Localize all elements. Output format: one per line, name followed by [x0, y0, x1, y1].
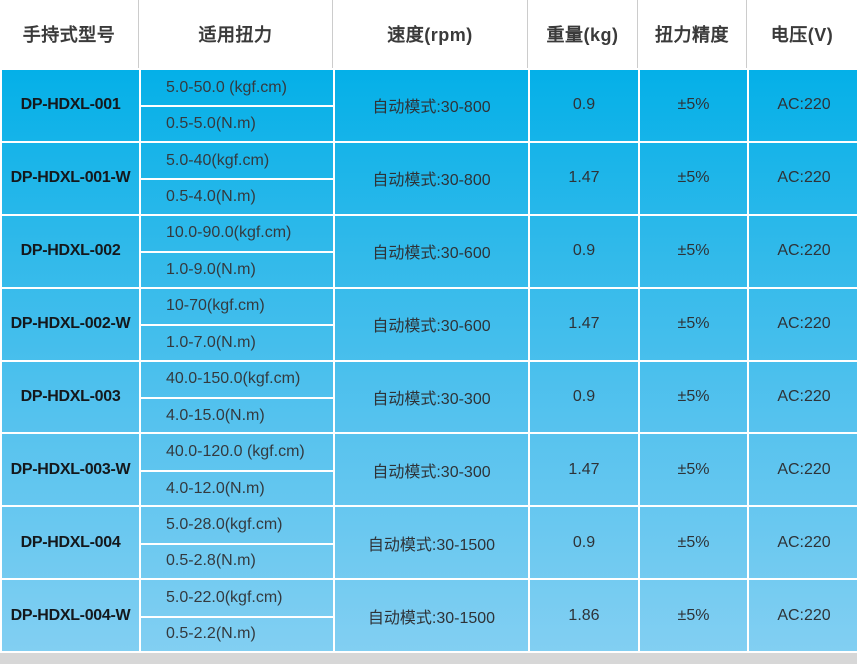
torque-nm-cell: 0.5-2.2(N.m) — [141, 615, 333, 651]
torque-nm-cell: 4.0-15.0(N.m) — [141, 396, 333, 432]
weight-cell: 1.47 — [530, 142, 640, 214]
accuracy-cell: ±5% — [640, 434, 749, 506]
torque-nm-cell: 0.5-5.0(N.m) — [141, 105, 333, 140]
speed-cell: 自动模式:30-800 — [335, 142, 530, 214]
accuracy-cell: ±5% — [640, 580, 749, 651]
torque-cell: 5.0-22.0(kgf.cm) 0.5-2.2(N.m) — [141, 580, 335, 651]
torque-kgf-cell: 40.0-150.0(kgf.cm) — [166, 370, 301, 388]
model-cell: DP-HDXL-002-W — [2, 288, 141, 360]
torque-kgf-cell: 10-70(kgf.cm) — [166, 297, 265, 315]
weight-cell: 0.9 — [530, 70, 640, 141]
header-cell-accuracy: 扭力精度 — [638, 0, 747, 68]
torque-nm-cell: 1.0-7.0(N.m) — [141, 324, 333, 359]
table-header-row: 手持式型号 适用扭力 速度(rpm) 重量(kg) 扭力精度 电压(V) — [0, 0, 857, 68]
torque-kgf-cell: 5.0-40(kgf.cm) — [166, 151, 270, 169]
header-cell-speed: 速度(rpm) — [333, 0, 528, 68]
speed-cell: 自动模式:30-300 — [335, 434, 530, 506]
torque-kgf-cell: 5.0-28.0(kgf.cm) — [166, 515, 283, 533]
weight-cell: 1.86 — [530, 580, 640, 651]
model-cell: DP-HDXL-003-W — [2, 434, 141, 506]
weight-cell: 0.9 — [530, 215, 640, 287]
table-row: DP-HDXL-001 5.0-50.0 (kgf.cm) 0.5-5.0(N.… — [0, 70, 857, 143]
accuracy-cell: ±5% — [640, 70, 749, 141]
speed-cell: 自动模式:30-600 — [335, 215, 530, 287]
torque-kgf-cell: 5.0-50.0 (kgf.cm) — [166, 78, 287, 96]
torque-cell: 10.0-90.0(kgf.cm) 1.0-9.0(N.m) — [141, 215, 335, 287]
weight-cell: 0.9 — [530, 507, 640, 579]
torque-nm-cell: 0.5-2.8(N.m) — [141, 542, 333, 578]
voltage-cell: AC:220 — [777, 315, 831, 333]
header-cell-voltage: 电压(V) — [770, 25, 834, 45]
voltage-cell: AC:220 — [777, 533, 831, 551]
table-row: DP-HDXL-002 10.0-90.0(kgf.cm) 1.0-9.0(N.… — [0, 215, 857, 289]
torque-cell: 5.0-50.0 (kgf.cm) 0.5-5.0(N.m) — [141, 70, 335, 141]
header-cell-weight: 重量(kg) — [528, 0, 638, 68]
speed-cell: 自动模式:30-800 — [335, 70, 530, 141]
torque-nm-cell: 4.0-12.0(N.m) — [141, 469, 333, 505]
voltage-cell: AC:220 — [777, 387, 831, 405]
speed-cell: 自动模式:30-600 — [335, 288, 530, 360]
torque-cell: 40.0-120.0 (kgf.cm) 4.0-12.0(N.m) — [141, 434, 335, 506]
table-row: DP-HDXL-004-W 5.0-22.0(kgf.cm) 0.5-2.2(N… — [0, 580, 857, 653]
model-cell: DP-HDXL-004 — [2, 507, 141, 579]
accuracy-cell: ±5% — [640, 507, 749, 579]
model-cell: DP-HDXL-003 — [2, 361, 141, 433]
torque-nm-cell: 0.5-4.0(N.m) — [141, 178, 333, 213]
model-cell: DP-HDXL-002 — [2, 215, 141, 287]
model-cell: DP-HDXL-001 — [2, 70, 141, 141]
torque-kgf-cell: 10.0-90.0(kgf.cm) — [166, 224, 292, 242]
voltage-cell: AC:220 — [777, 460, 831, 478]
voltage-cell: AC:220 — [777, 96, 831, 114]
torque-cell: 5.0-40(kgf.cm) 0.5-4.0(N.m) — [141, 142, 335, 214]
model-cell: DP-HDXL-001-W — [2, 142, 141, 214]
model-cell: DP-HDXL-004-W — [2, 580, 141, 651]
torque-cell: 40.0-150.0(kgf.cm) 4.0-15.0(N.m) — [141, 361, 335, 433]
cutoff-row-strip — [0, 653, 857, 664]
torque-kgf-cell: 5.0-22.0(kgf.cm) — [166, 588, 283, 606]
table-row: DP-HDXL-001-W 5.0-40(kgf.cm) 0.5-4.0(N.m… — [0, 142, 857, 216]
header-cell-torque: 适用扭力 — [139, 0, 333, 68]
table-row: DP-HDXL-003-W 40.0-120.0 (kgf.cm) 4.0-12… — [0, 434, 857, 508]
accuracy-cell: ±5% — [640, 215, 749, 287]
table-row: DP-HDXL-002-W 10-70(kgf.cm) 1.0-7.0(N.m)… — [0, 288, 857, 362]
torque-cell: 5.0-28.0(kgf.cm) 0.5-2.8(N.m) — [141, 507, 335, 579]
accuracy-cell: ±5% — [640, 361, 749, 433]
weight-cell: 1.47 — [530, 434, 640, 506]
voltage-cell: AC:220 — [777, 606, 831, 624]
accuracy-cell: ±5% — [640, 288, 749, 360]
voltage-cell: AC:220 — [777, 169, 831, 187]
speed-cell: 自动模式:30-1500 — [335, 507, 530, 579]
torque-cell: 10-70(kgf.cm) 1.0-7.0(N.m) — [141, 288, 335, 360]
table-body: DP-HDXL-001 5.0-50.0 (kgf.cm) 0.5-5.0(N.… — [0, 68, 857, 653]
torque-nm-cell: 1.0-9.0(N.m) — [141, 251, 333, 286]
speed-cell: 自动模式:30-1500 — [335, 580, 530, 651]
header-cell-model: 手持式型号 — [0, 0, 139, 68]
table-row: DP-HDXL-004 5.0-28.0(kgf.cm) 0.5-2.8(N.m… — [0, 507, 857, 581]
torque-kgf-cell: 40.0-120.0 (kgf.cm) — [166, 443, 305, 461]
table-row: DP-HDXL-003 40.0-150.0(kgf.cm) 4.0-15.0(… — [0, 361, 857, 435]
accuracy-cell: ±5% — [640, 142, 749, 214]
weight-cell: 0.9 — [530, 361, 640, 433]
weight-cell: 1.47 — [530, 288, 640, 360]
speed-cell: 自动模式:30-300 — [335, 361, 530, 433]
voltage-cell: AC:220 — [777, 242, 831, 260]
